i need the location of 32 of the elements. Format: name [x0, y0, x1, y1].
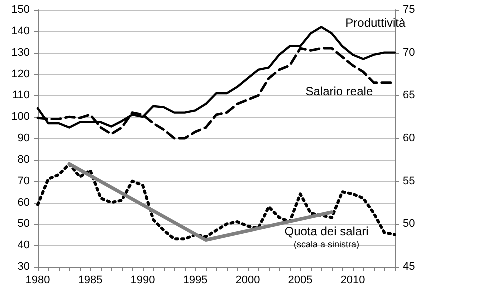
series-label: Quota dei salari: [284, 224, 369, 239]
line-series: [36, 162, 396, 241]
series-label: Salario reale: [306, 84, 374, 98]
y2-tick-label: 75: [403, 4, 416, 16]
x-tick-label: 2000: [236, 274, 260, 286]
y-tick-label: 70: [18, 175, 30, 188]
x-tick-label: 2005: [288, 274, 313, 286]
x-tick-label: 2010: [340, 274, 366, 286]
y-tick-label: 80: [18, 154, 30, 166]
y-tick-label: 100: [12, 111, 30, 124]
x-tick-label: 1995: [183, 274, 208, 286]
y2-tick-label: 70: [403, 46, 416, 59]
y-tick-label: 140: [12, 25, 30, 38]
x-tick-label: 1990: [130, 274, 156, 286]
y-tick-label: 120: [12, 68, 30, 80]
y-tick-label: 150: [12, 4, 30, 16]
y-tick-label: 90: [18, 132, 30, 144]
y-tick-label: 30: [18, 261, 30, 273]
y-tick-label: 50: [18, 218, 30, 230]
x-tick-label: 1985: [78, 274, 103, 286]
y2-tick-label: 50: [403, 218, 416, 230]
y-tick-label: 130: [12, 46, 30, 59]
annotation: (scala a sinistra): [294, 240, 360, 250]
y-tick-label: 60: [18, 196, 30, 209]
y2-tick-label: 60: [403, 132, 416, 144]
y-tick-label: 40: [18, 240, 30, 252]
x-tick-label: 1980: [26, 274, 50, 286]
series-label: Produttività: [346, 16, 406, 30]
y2-tick-label: 55: [403, 175, 416, 188]
y-tick-label: 110: [12, 90, 30, 102]
y2-tick-label: 45: [403, 261, 416, 273]
y2-tick-label: 65: [403, 90, 416, 102]
